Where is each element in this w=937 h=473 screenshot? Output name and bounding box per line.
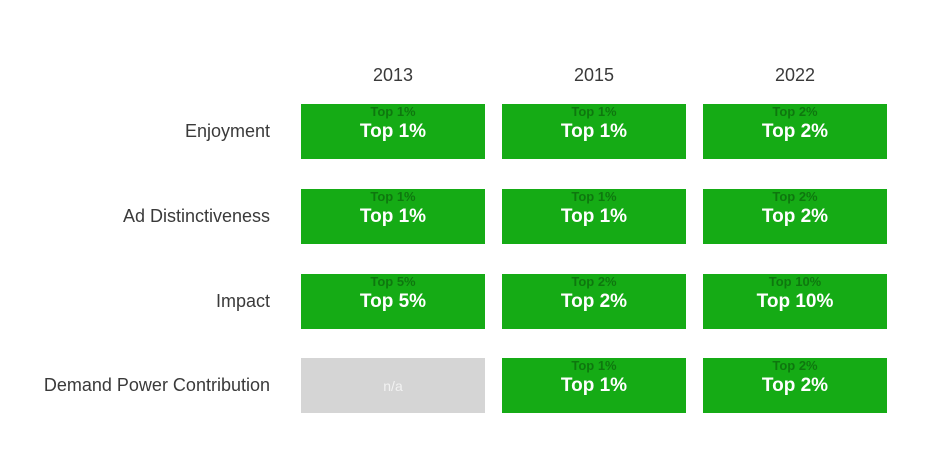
cell-ad-distinctiveness-2022: Top 2% Top 2% (703, 189, 887, 244)
cell-demand-power-contribution-2015: Top 1% Top 1% (502, 358, 686, 413)
cell-value: n/a (383, 377, 403, 394)
cell-demand-power-contribution-2022: Top 2% Top 2% (703, 358, 887, 413)
column-header-2015: 2015 (573, 65, 615, 85)
cell-ghost-label: Top 1% (370, 104, 416, 119)
row-label-ad-distinctiveness: Ad Distinctiveness (122, 206, 270, 226)
cell-ghost-label: Top 2% (772, 189, 818, 204)
cell-ghost-label: Top 1% (571, 189, 617, 204)
row-label-demand-power-contribution: Demand Power Contribution (43, 375, 270, 395)
cell-value: Top 1% (560, 374, 628, 396)
cell-value: Top 2% (560, 290, 628, 312)
cell-ad-distinctiveness-2015: Top 1% Top 1% (502, 189, 686, 244)
cell-impact-2022: Top 10% Top 10% (703, 274, 887, 329)
cell-value: Top 1% (560, 120, 628, 142)
cell-value: Top 2% (761, 374, 829, 396)
cell-impact-2015: Top 2% Top 2% (502, 274, 686, 329)
cell-demand-power-contribution-2013: n/a n/a (301, 358, 485, 413)
column-header-2013: 2013 (372, 65, 414, 85)
cell-ghost-label: Top 2% (772, 358, 818, 373)
cell-enjoyment-2013: Top 1% Top 1% (301, 104, 485, 159)
cell-ghost-label: Top 1% (571, 104, 617, 119)
cell-ghost-label: Top 1% (370, 189, 416, 204)
cell-ghost-label: Top 1% (571, 358, 617, 373)
cell-enjoyment-2022: Top 2% Top 2% (703, 104, 887, 159)
cell-ghost-label: Top 2% (571, 274, 617, 289)
cell-ad-distinctiveness-2013: Top 1% Top 1% (301, 189, 485, 244)
cell-value: Top 1% (359, 205, 427, 227)
cell-value: Top 10% (756, 290, 834, 312)
cell-ghost-label: Top 2% (772, 104, 818, 119)
cell-impact-2013: Top 5% Top 5% (301, 274, 485, 329)
cell-value: Top 1% (359, 120, 427, 142)
cell-enjoyment-2015: Top 1% Top 1% (502, 104, 686, 159)
cell-value: Top 2% (761, 205, 829, 227)
row-label-impact: Impact (215, 291, 270, 311)
column-header-2022: 2022 (774, 65, 816, 85)
cell-ghost-label: Top 10% (768, 274, 822, 289)
row-label-enjoyment: Enjoyment (184, 121, 270, 141)
cell-value: Top 2% (761, 120, 829, 142)
cell-value: Top 5% (359, 290, 427, 312)
cell-value: Top 1% (560, 205, 628, 227)
cell-ghost-label: Top 5% (370, 274, 416, 289)
